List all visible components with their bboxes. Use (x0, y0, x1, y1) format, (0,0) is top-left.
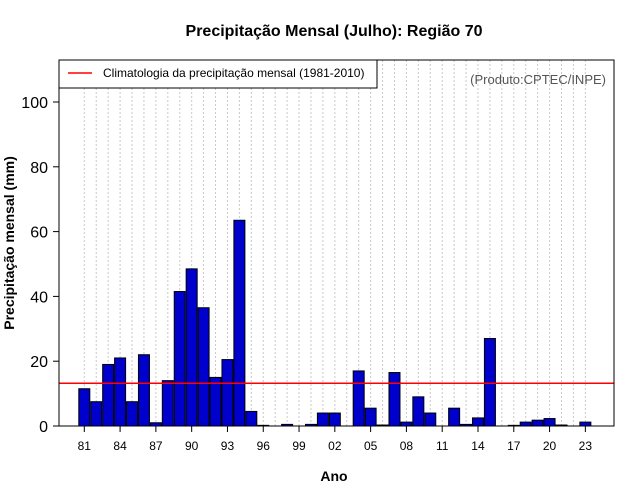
bar-95 (245, 410, 258, 427)
bar-15 (483, 338, 496, 427)
bar-93 (221, 359, 234, 427)
bar-84 (114, 357, 127, 427)
bar-10 (424, 412, 437, 427)
y-tick-label: 20 (30, 354, 48, 371)
x-tick-label: 87 (149, 439, 163, 453)
bar-92 (209, 376, 222, 427)
legend-label-climatology: Climatologia da precipitação mensal (198… (103, 66, 364, 80)
bar-19 (531, 419, 544, 427)
x-tick-label: 93 (221, 439, 235, 453)
x-tick-label: 20 (543, 439, 557, 453)
chart-title: Precipitação Mensal (Julho): Região 70 (186, 23, 483, 40)
bar-20 (543, 418, 556, 427)
bar-14 (471, 417, 484, 427)
legend-box (58, 59, 378, 89)
bar-83 (102, 363, 115, 427)
bars (78, 219, 592, 427)
y-axis: 0 20 40 60 80 100 (21, 95, 60, 436)
bar-81 (78, 388, 91, 427)
bar-04 (352, 370, 365, 427)
bar-08 (400, 421, 413, 427)
bar-94 (233, 219, 246, 427)
bar-07 (388, 372, 401, 427)
x-tick-label: 14 (471, 439, 485, 453)
y-tick-label: 80 (30, 160, 48, 177)
bar-09 (412, 396, 425, 427)
bar-23 (579, 421, 592, 427)
x-axis-title: Ano (320, 468, 347, 484)
x-tick-label: 08 (400, 439, 414, 453)
y-tick-label: 0 (39, 419, 48, 436)
bar-90 (185, 268, 198, 427)
x-tick-label: 11 (436, 439, 449, 453)
legend: Climatologia da precipitação mensal (198… (58, 59, 378, 89)
x-tick-label: 96 (257, 439, 271, 453)
bar-82 (90, 401, 103, 427)
x-tick-label: 90 (185, 439, 199, 453)
bar-85 (126, 401, 139, 427)
bar-89 (173, 291, 186, 427)
y-axis-title: Precipitação mensal (mm) (1, 156, 17, 330)
x-tick-label: 99 (292, 439, 306, 453)
bar-02 (328, 412, 341, 427)
bar-88 (161, 380, 174, 427)
x-tick-label: 23 (579, 439, 593, 453)
grid (83, 60, 586, 426)
bar-91 (197, 307, 210, 427)
y-tick-label: 100 (21, 95, 48, 112)
bar-18 (519, 421, 532, 427)
credit-label: (Produto:CPTEC/INPE) (470, 72, 606, 87)
x-tick-label: 84 (113, 439, 127, 453)
bar-05 (364, 407, 377, 427)
x-axis: 81 84 87 90 93 96 99 02 05 08 11 14 17 20 23 (78, 426, 593, 453)
y-tick-label: 40 (30, 289, 48, 306)
bar-86 (137, 354, 150, 427)
y-tick-label: 60 (30, 225, 48, 242)
bar-12 (448, 407, 461, 427)
x-tick-label: 17 (507, 439, 521, 453)
x-tick-label: 81 (78, 439, 92, 453)
x-tick-label: 02 (328, 439, 342, 453)
x-tick-label: 05 (364, 439, 378, 453)
bar-01 (316, 412, 329, 427)
